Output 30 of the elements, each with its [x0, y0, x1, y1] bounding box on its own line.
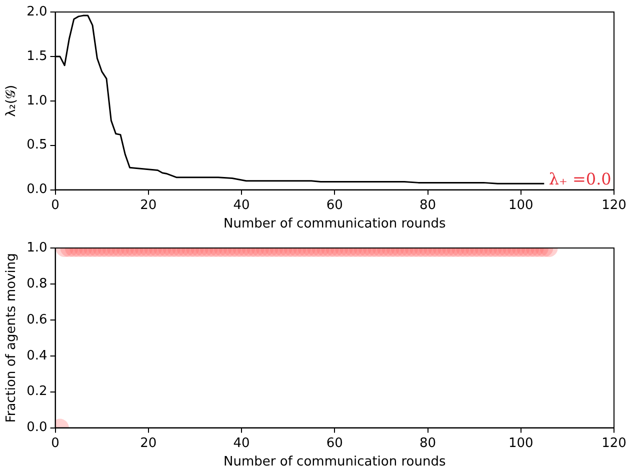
- y-tick-label: 1.0: [26, 240, 48, 256]
- y-tick-label: 0.4: [26, 348, 48, 364]
- y-tick-label: 0.0: [26, 182, 48, 198]
- y-tick-label: 2.0: [26, 4, 48, 20]
- x-tick-label: 20: [140, 198, 157, 213]
- x-tick-label: 0: [51, 198, 60, 213]
- x-tick-label: 0: [51, 436, 60, 451]
- y-tick-label: 1.0: [26, 93, 48, 108]
- x-tick-label: 120: [602, 436, 626, 451]
- y-tick-label: 1.5: [26, 48, 48, 64]
- annotation: λ₊ =0.0: [548, 170, 612, 189]
- x-tick-label: 100: [508, 198, 534, 213]
- x-tick-label: 60: [326, 436, 343, 451]
- x-tick-label: 60: [326, 198, 343, 213]
- y-axis-title: λ₂(𝒢): [4, 84, 20, 117]
- x-tick-label: 100: [508, 436, 534, 451]
- x-axis-title: Number of communication rounds: [224, 216, 446, 232]
- x-tick-label: 80: [419, 198, 436, 213]
- x-axis-title: Number of communication rounds: [224, 454, 446, 470]
- x-tick-label: 80: [419, 436, 436, 451]
- x-tick-label: 120: [602, 198, 626, 213]
- y-tick-label: 0.2: [26, 384, 48, 400]
- y-tick-label: 0.0: [26, 420, 48, 436]
- x-tick-label: 20: [140, 436, 157, 451]
- y-tick-label: 0.5: [26, 138, 48, 153]
- y-tick-label: 0.8: [26, 276, 48, 292]
- x-tick-label: 40: [233, 436, 250, 451]
- x-tick-label: 40: [233, 198, 250, 213]
- y-tick-label: 0.6: [26, 312, 48, 328]
- y-axis-title: Fraction of agents moving: [4, 253, 20, 423]
